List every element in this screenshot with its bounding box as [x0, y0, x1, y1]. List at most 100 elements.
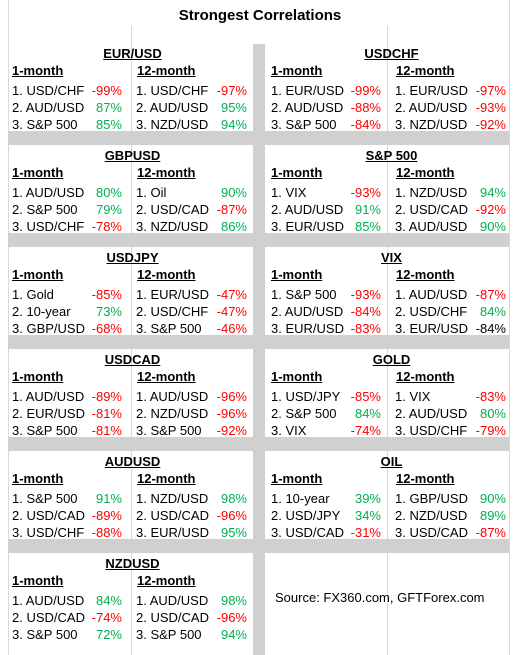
correlation-value: 72% [95, 627, 122, 642]
correlation-value: -89% [91, 508, 122, 523]
grid-line [8, 0, 9, 655]
twelve-month-header: 12-month [396, 267, 455, 282]
instrument-label: 3. GBP/USD [12, 321, 85, 336]
correlation-value: -92% [475, 117, 506, 132]
correlation-value: -96% [216, 406, 247, 421]
instrument-label: 3. S&P 500 [136, 321, 202, 336]
correlation-value: 79% [95, 202, 122, 217]
instrument-label: 1. Oil [136, 185, 167, 200]
correlation-value: 94% [220, 117, 247, 132]
one-month-header: 1-month [12, 165, 64, 180]
one-month-header: 1-month [271, 471, 323, 486]
correlation-value: -85% [91, 287, 122, 302]
panel-s-p-500: S&P 500 1-month 12-month 1. VIX -93% 2. AUD/U… [269, 148, 514, 234]
one-month-header: 1-month [271, 369, 323, 384]
instrument-label: 2. USD/CAD [12, 610, 85, 625]
instrument-label: 1. AUD/USD [136, 389, 209, 404]
correlation-value: -93% [350, 185, 381, 200]
correlation-value: -93% [475, 100, 506, 115]
twelve-month-header: 12-month [137, 63, 196, 78]
correlation-value: -88% [350, 100, 381, 115]
panel-title: USDCAD [104, 352, 161, 367]
correlation-value: -87% [475, 525, 506, 540]
correlation-value: 90% [479, 219, 506, 234]
correlation-value: -84% [350, 304, 381, 319]
panel-oil: OIL 1-month 12-month 1. 10-year 39% 2. USD/JP… [269, 454, 514, 540]
instrument-label: 2. 10-year [12, 304, 71, 319]
panel-nzdusd: NZDUSD 1-month 12-month 1. AUD/USD 84% 2. USD… [10, 556, 255, 642]
correlation-value: 86% [220, 219, 247, 234]
instrument-label: 1. NZD/USD [136, 491, 209, 506]
source-note: Source: FX360.com, GFTForex.com [275, 590, 485, 605]
twelve-month-header: 12-month [396, 63, 455, 78]
instrument-label: 1. USD/CHF [12, 83, 85, 98]
instrument-label: 3. S&P 500 [12, 117, 78, 132]
instrument-label: 3. VIX [271, 423, 307, 438]
correlation-value: 80% [95, 185, 122, 200]
panel-title: AUDUSD [104, 454, 161, 469]
correlation-value: -74% [350, 423, 381, 438]
column-separator [253, 553, 265, 655]
twelve-month-header: 12-month [137, 267, 196, 282]
instrument-label: 2. NZD/USD [395, 508, 468, 523]
panel-audusd: AUDUSD 1-month 12-month 1. S&P 500 91% 2. USD… [10, 454, 255, 540]
instrument-label: 2. NZD/USD [136, 406, 209, 421]
correlation-value: 34% [354, 508, 381, 523]
row-separator [8, 335, 509, 349]
instrument-label: 1. S&P 500 [271, 287, 337, 302]
panel-gbpusd: GBPUSD 1-month 12-month 1. AUD/USD 80% 2. S&P… [10, 148, 255, 234]
instrument-label: 2. S&P 500 [12, 202, 78, 217]
correlation-value: -83% [350, 321, 381, 336]
instrument-label: 3. USD/CHF [12, 219, 85, 234]
correlation-value: -92% [216, 423, 247, 438]
correlation-value: 84% [95, 593, 122, 608]
panel-title: S&P 500 [365, 148, 418, 163]
instrument-label: 1. VIX [395, 389, 431, 404]
row-separator [8, 539, 509, 553]
correlation-value: 91% [354, 202, 381, 217]
panel-title: GOLD [372, 352, 411, 367]
one-month-header: 1-month [12, 573, 64, 588]
panel-title: USDCHF [364, 46, 419, 61]
instrument-label: 1. AUD/USD [12, 185, 85, 200]
twelve-month-header: 12-month [396, 165, 455, 180]
instrument-label: 3. S&P 500 [271, 117, 337, 132]
instrument-label: 3. S&P 500 [12, 627, 78, 642]
correlation-value: -97% [216, 83, 247, 98]
panel-vix: VIX 1-month 12-month 1. S&P 500 -93% 2. AUD/U… [269, 250, 514, 336]
correlation-value: -68% [91, 321, 122, 336]
instrument-label: 3. S&P 500 [136, 627, 202, 642]
instrument-label: 2. S&P 500 [271, 406, 337, 421]
correlation-value: -96% [216, 610, 247, 625]
panel-eur-usd: EUR/USD 1-month 12-month 1. USD/CHF -99% 2. A… [10, 46, 255, 132]
instrument-label: 2. USD/CAD [136, 508, 209, 523]
one-month-header: 1-month [12, 267, 64, 282]
twelve-month-header: 12-month [137, 369, 196, 384]
correlation-value: -81% [91, 406, 122, 421]
correlation-value: -78% [91, 219, 122, 234]
instrument-label: 1. Gold [12, 287, 54, 302]
instrument-label: 1. AUD/USD [136, 593, 209, 608]
instrument-label: 1. AUD/USD [395, 287, 468, 302]
instrument-label: 3. USD/CAD [395, 525, 468, 540]
instrument-label: 1. EUR/USD [395, 83, 468, 98]
instrument-label: 2. USD/CHF [395, 304, 468, 319]
instrument-label: 3. NZD/USD [395, 117, 468, 132]
instrument-label: 1. AUD/USD [12, 389, 85, 404]
instrument-label: 2. USD/CAD [395, 202, 468, 217]
correlation-value: -74% [91, 610, 122, 625]
correlation-value: -85% [350, 389, 381, 404]
instrument-label: 3. EUR/USD [271, 321, 344, 336]
correlation-value: -47% [216, 287, 247, 302]
instrument-label: 2. AUD/USD [12, 100, 85, 115]
instrument-label: 3. EUR/USD [271, 219, 344, 234]
correlation-value: 85% [354, 219, 381, 234]
instrument-label: 2. AUD/USD [395, 100, 468, 115]
instrument-label: 3. USD/CHF [395, 423, 468, 438]
instrument-label: 3. NZD/USD [136, 219, 209, 234]
correlation-value: -88% [91, 525, 122, 540]
correlation-value: -79% [475, 423, 506, 438]
column-separator [253, 451, 265, 539]
instrument-label: 3. AUD/USD [395, 219, 468, 234]
correlation-value: -87% [475, 287, 506, 302]
